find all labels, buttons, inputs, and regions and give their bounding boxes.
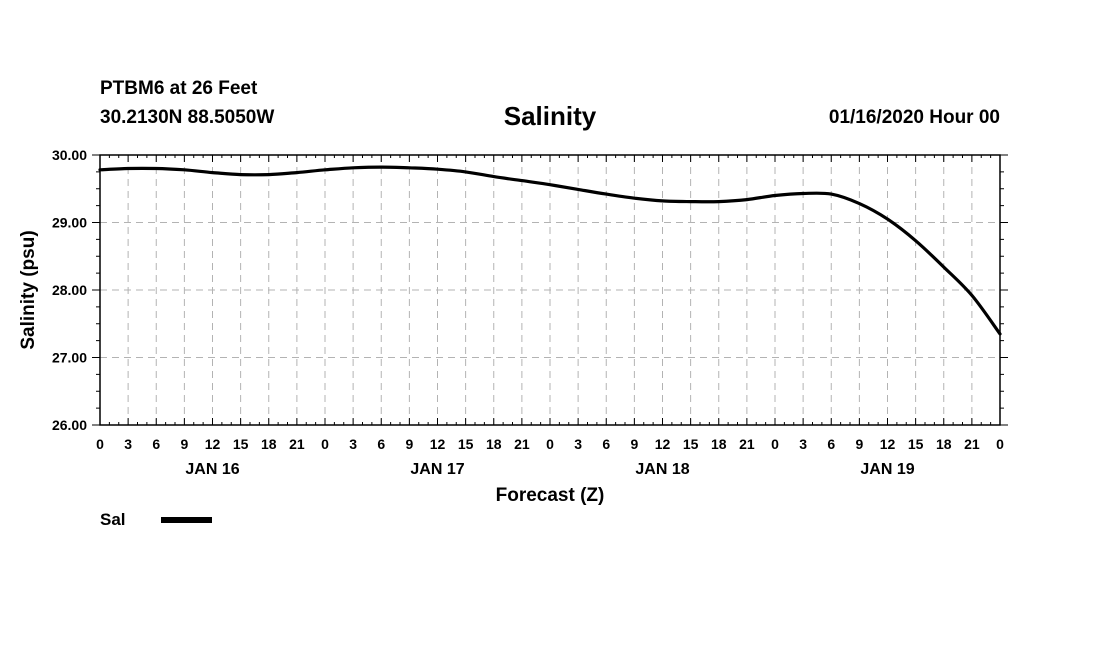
y-axis-label: Salinity (psu) [18, 230, 39, 349]
x-tick-label: 18 [711, 436, 727, 452]
x-tick-label: 3 [574, 436, 582, 452]
x-tick-label: 9 [855, 436, 863, 452]
x-tick-label: 6 [827, 436, 835, 452]
y-tick-label: 30.00 [52, 147, 87, 163]
legend-label-sal: Sal [100, 510, 126, 529]
legend: Sal [100, 510, 212, 529]
station-coordinates: 30.2130N 88.5050W [100, 107, 275, 128]
forecast-time: 01/16/2020 Hour 00 [828, 107, 1000, 128]
x-axis-label: Forecast (Z) [496, 485, 605, 506]
x-tick-label: 9 [405, 436, 413, 452]
x-tick-labels: 0 3 6 9 12 15 18 21 0 3 6 9 12 15 18 21 0 3 6 9 12 15 18 21 0 3 6 9… [96, 436, 1004, 452]
x-tick-label: 6 [152, 436, 160, 452]
y-tick-labels: 26.00 27.00 28.00 29.00 30.00 [52, 147, 87, 433]
axis-ticks [92, 154, 1008, 426]
day-label: JAN 17 [410, 461, 464, 478]
x-tick-label: 3 [349, 436, 357, 452]
x-tick-label: 15 [683, 436, 699, 452]
x-tick-label: 6 [377, 436, 385, 452]
series-line-sal [98, 165, 1002, 336]
x-tick-label: 12 [430, 436, 446, 452]
day-labels: JAN 16 JAN 17 JAN 18 JAN 19 [185, 461, 914, 478]
y-tick-label: 26.00 [52, 417, 87, 433]
x-tick-label: 18 [486, 436, 502, 452]
x-tick-label: 9 [180, 436, 188, 452]
x-tick-label: 0 [771, 436, 779, 452]
station-title: PTBM6 at 26 Feet [100, 78, 258, 99]
x-tick-label: 9 [630, 436, 638, 452]
x-tick-label: 18 [936, 436, 952, 452]
x-tick-label: 6 [602, 436, 610, 452]
x-tick-label: 0 [96, 436, 104, 452]
y-tick-label: 28.00 [52, 282, 87, 298]
x-tick-label: 0 [996, 436, 1004, 452]
x-tick-label: 15 [233, 436, 249, 452]
day-label: JAN 18 [635, 461, 689, 478]
chart-title: Salinity [503, 101, 597, 131]
x-tick-label: 0 [546, 436, 554, 452]
y-tick-label: 29.00 [52, 215, 87, 231]
x-tick-label: 21 [514, 436, 530, 452]
x-tick-label: 12 [655, 436, 671, 452]
x-tick-label: 3 [799, 436, 807, 452]
x-tick-label: 21 [289, 436, 305, 452]
x-tick-label: 12 [205, 436, 221, 452]
x-tick-label: 15 [908, 436, 924, 452]
day-label: JAN 19 [860, 461, 914, 478]
x-tick-label: 21 [739, 436, 755, 452]
x-tick-label: 21 [964, 436, 980, 452]
day-label: JAN 16 [185, 461, 239, 478]
x-tick-label: 18 [261, 436, 277, 452]
grid-lines [100, 155, 1000, 425]
x-tick-label: 12 [880, 436, 896, 452]
x-tick-label: 15 [458, 436, 474, 452]
x-tick-label: 0 [321, 436, 329, 452]
x-tick-label: 3 [124, 436, 132, 452]
y-tick-label: 27.00 [52, 350, 87, 366]
